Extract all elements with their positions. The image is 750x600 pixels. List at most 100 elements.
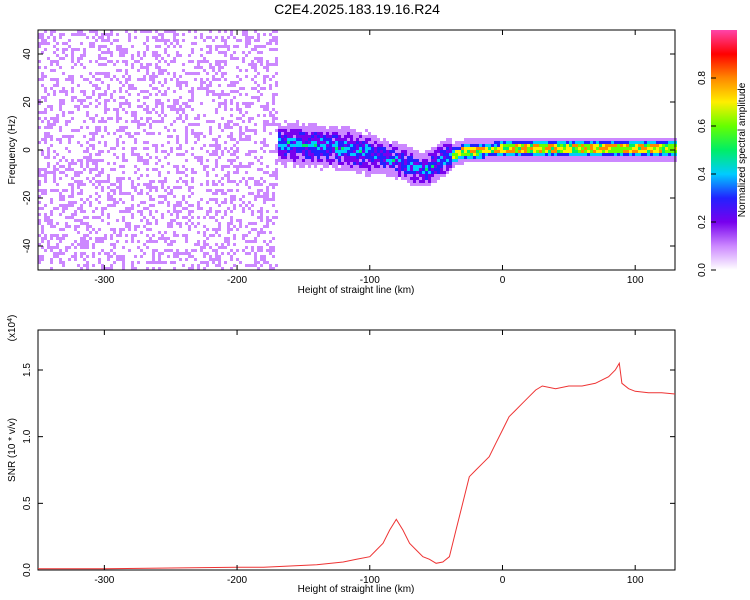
spectrogram-cell (44, 180, 47, 183)
spectrogram-cell (254, 186, 257, 189)
spectrogram-cell (98, 261, 101, 264)
spectrogram-cell (227, 240, 230, 243)
spectrogram-cell (146, 96, 149, 99)
spectrogram-cell (347, 144, 350, 147)
spectrogram-cell (95, 162, 98, 165)
spectrogram-cell (353, 162, 356, 165)
spectrogram-cell (38, 42, 41, 45)
spectrogram-cell (134, 168, 137, 171)
spectrogram-cell (62, 51, 65, 54)
spectrogram-cell (227, 126, 230, 129)
spectrogram-cell (254, 141, 257, 144)
spectrogram-cell (365, 147, 368, 150)
spectrogram-cell (260, 171, 263, 174)
spectrogram-cell (371, 135, 374, 138)
spectrogram-cell (95, 93, 98, 96)
spectrogram-cell (368, 150, 371, 153)
spectrogram-cell (191, 90, 194, 93)
spectrogram-cell (560, 144, 563, 147)
spectrogram-cell (146, 222, 149, 225)
spectrogram-cell (245, 93, 248, 96)
spectrogram-cell (122, 159, 125, 162)
spectrogram-cell (146, 30, 149, 33)
spectrogram-cell (95, 228, 98, 231)
spectrogram-cell (407, 171, 410, 174)
spectrogram-cell (95, 141, 98, 144)
spectrogram-cell (272, 36, 275, 39)
spectrogram-cell (284, 153, 287, 156)
spectrogram-cell (140, 249, 143, 252)
spectrogram-cell (182, 177, 185, 180)
spectrogram-cell (131, 201, 134, 204)
spectrogram-cell (119, 51, 122, 54)
spectrogram-cell (266, 141, 269, 144)
spectrogram-cell (188, 195, 191, 198)
spectrogram-cell (110, 207, 113, 210)
spectrogram-cell (104, 45, 107, 48)
spectrogram-cell (377, 120, 380, 123)
spectrogram-cell (146, 141, 149, 144)
spectrogram-cell (116, 186, 119, 189)
spectrogram-cell (278, 126, 281, 129)
spectrogram-cell (452, 156, 455, 159)
spectrogram-cell (56, 198, 59, 201)
spectrogram-cell (383, 144, 386, 147)
spectrogram-cell (200, 33, 203, 36)
spectrogram-cell (344, 162, 347, 165)
spectrogram-cell (188, 204, 191, 207)
spectrogram-cell (119, 159, 122, 162)
spectrogram-cell (263, 126, 266, 129)
spectrogram-cell (188, 207, 191, 210)
spectrogram-cell (221, 111, 224, 114)
spectrogram-cell (566, 138, 569, 141)
spectrogram-cell (434, 147, 437, 150)
spectrogram-cell (422, 144, 425, 147)
spectrogram-cell (146, 72, 149, 75)
spectrogram-cell (362, 174, 365, 177)
spectrogram-cell (362, 153, 365, 156)
spectrogram-cell (68, 153, 71, 156)
spectrogram-cell (38, 87, 41, 90)
spectrogram-cell (341, 147, 344, 150)
spectrogram-cell (68, 111, 71, 114)
spectrogram-cell (299, 138, 302, 141)
spectrogram-cell (191, 96, 194, 99)
spectrogram-cell (350, 168, 353, 171)
spectrogram-cell (62, 99, 65, 102)
spectrogram-cell (284, 129, 287, 132)
spectrogram-cell (68, 225, 71, 228)
spectrogram-cell (458, 144, 461, 147)
spectrogram-cell (503, 138, 506, 141)
spectrogram-cell (68, 192, 71, 195)
spectrogram-cell (80, 237, 83, 240)
spectrogram-cell (218, 96, 221, 99)
spectrogram-cell (350, 150, 353, 153)
spectrogram-cell (152, 180, 155, 183)
spectrogram-cell (542, 150, 545, 153)
spectrogram-cell (248, 42, 251, 45)
spectrogram-cell (260, 105, 263, 108)
spectrogram-cell (164, 225, 167, 228)
spectrogram-cell (206, 219, 209, 222)
spectrogram-cell (227, 84, 230, 87)
spectrogram-cell (59, 132, 62, 135)
spectrogram-cell (107, 213, 110, 216)
spectrogram-cell (50, 237, 53, 240)
spectrogram-cell (371, 156, 374, 159)
spectrogram-cell (194, 78, 197, 81)
spectrogram-cell (59, 213, 62, 216)
spectrogram-cell (83, 267, 86, 270)
spectrogram-cell (350, 141, 353, 144)
spectrogram-cell (41, 225, 44, 228)
spectrogram-cell (191, 255, 194, 258)
spectrogram-cell (389, 78, 392, 81)
spectrogram-cell (518, 150, 521, 153)
spectrogram-cell (116, 141, 119, 144)
spectrogram-cell (311, 126, 314, 129)
spectrogram-cell (275, 228, 278, 231)
spectrogram-cell (185, 54, 188, 57)
spectrogram-cell (212, 105, 215, 108)
spectrogram-cell (203, 261, 206, 264)
spectrogram-cell (296, 138, 299, 141)
